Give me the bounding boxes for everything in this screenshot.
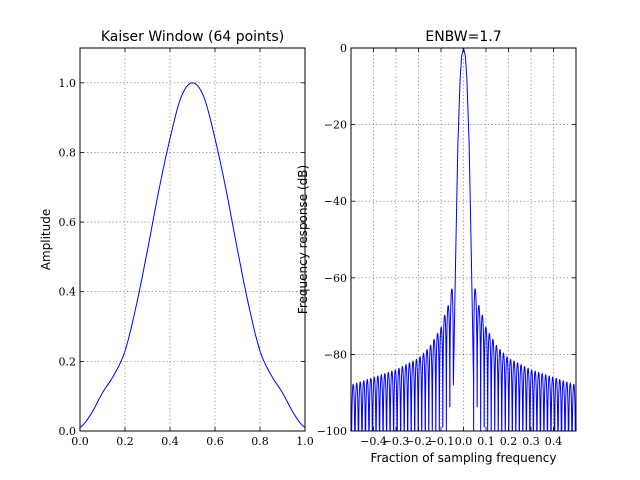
y-tick-label: 0.4	[59, 286, 77, 299]
x-tick-label: 1.0	[296, 435, 314, 448]
x-tick-label: 0.1	[477, 435, 495, 448]
y-tick-label: 0.0	[59, 425, 77, 438]
left-axes-frame	[79, 47, 306, 432]
x-tick-label: 0.8	[251, 435, 269, 448]
left-chart-title: Kaiser Window (64 points)	[101, 29, 284, 45]
x-tick-label: 0.4	[545, 435, 563, 448]
x-tick-label: −0.2	[405, 435, 432, 448]
right-chart-title: ENBW=1.7	[425, 29, 501, 45]
frequency-response-chart: −0.4−0.3−0.2−0.1 0.0 0.1 0.2 0.3 0.4 0 −20 −40 −6…	[296, 29, 577, 465]
x-tick-label: 0.0	[455, 435, 473, 448]
right-ticks: −0.4−0.3−0.2−0.1 0.0 0.1 0.2 0.3 0.4 0 −20 −40 −6…	[317, 42, 576, 448]
x-tick-label: −0.3	[383, 435, 410, 448]
y-tick-label: −100	[317, 425, 347, 438]
y-tick-label: −60	[324, 272, 347, 285]
y-tick-label: 0	[340, 42, 347, 55]
y-tick-label: 0.8	[59, 146, 77, 159]
right-x-axis-label: Fraction of sampling frequency	[371, 451, 557, 465]
y-tick-label: −80	[324, 348, 347, 361]
y-tick-label: 0.6	[59, 216, 77, 229]
x-tick-label: 0.4	[161, 435, 179, 448]
y-tick-label: 0.2	[59, 355, 77, 368]
right-grid	[351, 47, 576, 432]
x-tick-label: 0.2	[116, 435, 134, 448]
right-y-axis-label: Frequency response (dB)	[296, 165, 310, 314]
y-tick-label: −40	[324, 195, 347, 208]
x-tick-label: 0.0	[71, 435, 89, 448]
left-ticks: 0.0 0.2 0.4 0.6 0.8 1.0 0.0 0.2 0.4 0.6 0.8 1.0	[59, 48, 314, 448]
left-y-axis-label: Amplitude	[39, 209, 53, 271]
y-tick-label: −20	[324, 119, 347, 132]
y-tick-label: 1.0	[59, 77, 77, 90]
x-tick-label: 0.2	[500, 435, 518, 448]
x-tick-label: 0.6	[206, 435, 224, 448]
x-tick-label: 0.3	[522, 435, 540, 448]
kaiser-window-chart: 0.0 0.2 0.4 0.6 0.8 1.0 0.0 0.2 0.4 0.6 0.8 1.0 Kai…	[39, 29, 314, 448]
left-grid	[79, 48, 306, 432]
x-tick-label: −0.1	[428, 435, 455, 448]
kaiser-window-line	[79, 82, 306, 428]
x-tick-label: −0.4	[360, 435, 387, 448]
